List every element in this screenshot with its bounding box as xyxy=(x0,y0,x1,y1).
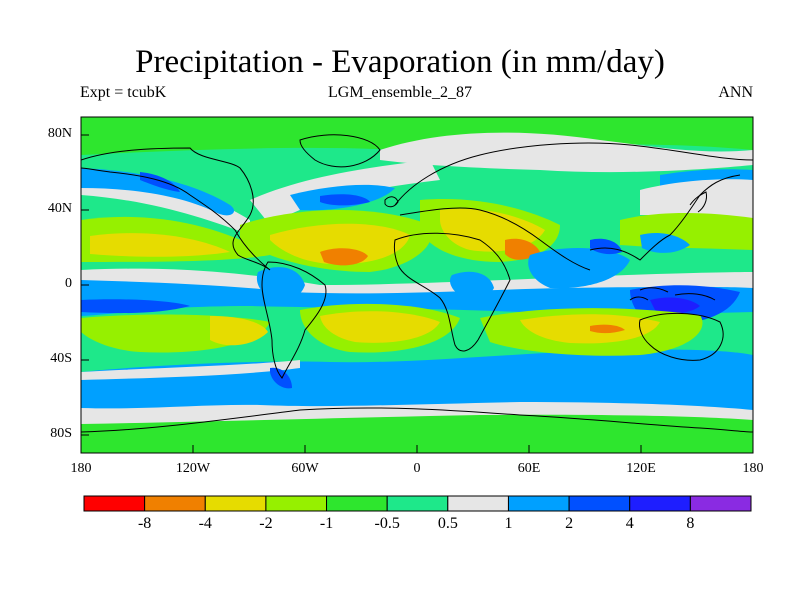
north-pacific-blue xyxy=(81,168,235,216)
y-tick-0: 0 xyxy=(65,276,72,291)
experiment-label: Expt = tcubK xyxy=(80,84,167,101)
colorbar-swatch xyxy=(83,495,146,512)
x-tick-60w: 60W xyxy=(291,461,319,476)
arctic-gray xyxy=(380,132,753,173)
south-indian-orange xyxy=(590,324,625,334)
y-tick-80n: 80N xyxy=(47,126,72,141)
colorbar-swatch xyxy=(568,495,631,512)
x-tick-120e: 120E xyxy=(626,461,656,476)
colorbar-swatch xyxy=(265,495,328,512)
x-tick-60e: 60E xyxy=(517,461,541,476)
colorbar-label: 4 xyxy=(625,515,634,532)
southern-ocean-gray-inner xyxy=(81,360,300,380)
x-tick-180e: 180 xyxy=(742,461,764,476)
australia-coast xyxy=(639,313,724,361)
coastlines xyxy=(81,134,753,433)
colorbar-label: -0.5 xyxy=(374,515,400,532)
congo-blue xyxy=(450,271,494,299)
colorbar xyxy=(83,495,752,512)
y-tick-80s: 80S xyxy=(50,426,72,441)
indonesia-coast xyxy=(629,287,716,301)
colorbar-label: 8 xyxy=(686,515,695,532)
season-label: ANN xyxy=(718,84,753,101)
colorbar-swatch xyxy=(507,495,570,512)
colorbar-label: 0.5 xyxy=(437,515,458,532)
colorbar-label: 1 xyxy=(504,515,513,532)
x-tick-120w: 120W xyxy=(175,461,211,476)
colorbar-swatch xyxy=(689,495,752,512)
greenland-coast xyxy=(299,134,381,168)
chart-title: Precipitation - Evaporation (in mm/day) xyxy=(135,44,665,80)
x-tick-180w: 180 xyxy=(70,461,92,476)
indian-ocean-dark xyxy=(590,238,622,255)
colorbar-swatch xyxy=(447,495,509,512)
south-atlantic-yellow xyxy=(320,311,440,343)
colorbar-swatch xyxy=(629,495,691,512)
patagonia-dark xyxy=(270,367,292,389)
africa-coast xyxy=(393,232,511,352)
x-tick-0: 0 xyxy=(413,461,421,476)
arabia-orange xyxy=(505,238,540,260)
south-america-coast xyxy=(261,261,327,379)
colorbar-swatch xyxy=(326,495,388,512)
y-tick-40s: 40S xyxy=(50,351,72,366)
north-atlantic-subtropic-yellow xyxy=(270,223,410,265)
axis-ticks xyxy=(81,134,642,453)
north-pacific-dark xyxy=(140,172,180,192)
north-atlantic-dark xyxy=(320,194,370,206)
eurasia-coast xyxy=(394,142,753,271)
itcz-blue xyxy=(81,280,753,316)
antarctica-coast xyxy=(81,407,753,433)
colorbar-swatch xyxy=(144,495,206,512)
japan-coast xyxy=(689,191,707,213)
colorbar-label: 2 xyxy=(565,515,574,532)
itcz-dark-pacific xyxy=(81,299,190,314)
colorbar-swatch xyxy=(204,495,267,512)
amazon-blue xyxy=(256,267,305,301)
north-america-coast xyxy=(81,147,271,271)
south-pacific-yellow xyxy=(210,316,268,346)
colorbar-label: -1 xyxy=(319,515,334,532)
indian-ocean-blue xyxy=(528,248,630,289)
colorbar-label: -4 xyxy=(198,515,212,532)
atlantic-orange-patch xyxy=(320,248,368,266)
colorbar-label: -8 xyxy=(137,515,152,532)
north-pacific-subtropic-yellow xyxy=(90,233,230,257)
ensemble-label: LGM_ensemble_2_87 xyxy=(328,84,472,101)
colorbar-swatch xyxy=(386,495,449,512)
maritime-continent-extreme xyxy=(650,297,700,314)
arctic-green xyxy=(81,117,753,155)
uk-coast xyxy=(384,196,399,208)
y-tick-40n: 40N xyxy=(47,201,72,216)
colorbar-label: -2 xyxy=(259,515,273,532)
